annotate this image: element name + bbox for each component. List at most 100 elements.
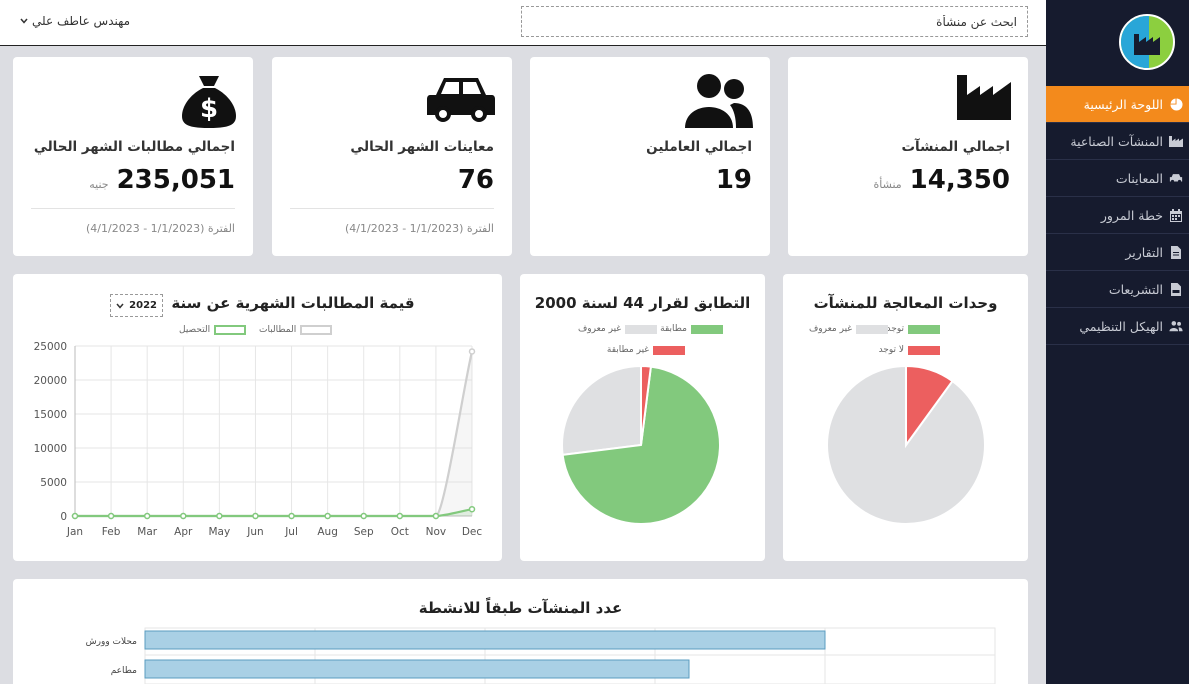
bar[interactable] (144, 659, 690, 679)
legend-item[interactable]: غير مطابقة (607, 345, 685, 355)
pie-slice[interactable] (561, 365, 721, 525)
pie-chart-icon (1169, 97, 1183, 111)
factory-icon (957, 75, 1011, 120)
category-label: محلات وورش (86, 637, 138, 647)
sidebar-item-visit-plan[interactable]: خطة المرور (1046, 197, 1189, 234)
y-tick-label: 0 (60, 511, 67, 523)
data-point[interactable] (360, 512, 367, 520)
car-icon (1169, 171, 1183, 185)
pie-slice[interactable] (561, 364, 642, 457)
series-line (75, 351, 474, 518)
x-tick-label: Dec (462, 526, 483, 538)
year-select[interactable]: 2022 (110, 294, 163, 317)
svg-text:$: $ (200, 94, 218, 124)
chart-title: عدد المنشآت طبقاً للانشطة (418, 599, 623, 617)
data-point[interactable] (396, 512, 404, 520)
sidebar-item-label: اللوحة الرئيسية (1083, 96, 1163, 112)
sidebar-item-org-structure[interactable]: الهيكل التنظيمي (1046, 308, 1189, 345)
chart-title: قيمة المطالبات الشهرية عن سنة (171, 294, 415, 312)
x-tick-label: Nov (426, 526, 447, 538)
stat-label: اجمالي العاملين (646, 139, 752, 155)
stat-value: 76 (457, 165, 494, 195)
legend-item[interactable]: غير معروف (809, 324, 888, 334)
factory-logo-icon (1134, 34, 1160, 55)
x-tick-label: Jun (246, 526, 263, 538)
compliance-chart-card: التطابق لقرار 44 لسنة 2000 مطابقة غير مع… (520, 274, 765, 561)
y-tick-label: 25000 (34, 341, 67, 353)
sidebar-item-label: التقارير (1125, 244, 1163, 260)
legend-item[interactable]: غير معروف (578, 324, 657, 334)
pie-slice[interactable] (905, 364, 954, 449)
category-label: مطاعم (111, 666, 137, 676)
sidebar-nav: اللوحة الرئيسية المنشآت الصناعية المعاين… (1046, 86, 1189, 345)
pie-slice[interactable] (640, 364, 653, 446)
stat-label: اجمالي المنشآت (901, 139, 1010, 155)
sidebar-item-legislation[interactable]: التشريعات (1046, 271, 1189, 308)
data-point[interactable] (252, 512, 259, 520)
sidebar: اللوحة الرئيسية المنشآت الصناعية المعاين… (1046, 0, 1189, 684)
y-tick-label: 15000 (34, 409, 67, 421)
data-point[interactable] (143, 512, 151, 520)
x-tick-label: Feb (102, 526, 121, 538)
stat-card-claims: $ اجمالي مطالبات الشهر الحالي 235,051 جني… (13, 57, 253, 256)
legend-item[interactable]: توجد (887, 324, 940, 334)
x-tick-label: Oct (391, 526, 409, 538)
treatment-units-chart-card: وحدات المعالجة للمنشآت توجد غير معروف لا… (783, 274, 1028, 561)
data-point[interactable] (468, 348, 476, 355)
stat-value: 235,051 (116, 165, 235, 195)
data-point[interactable] (288, 512, 295, 520)
sidebar-item-reports[interactable]: التقارير (1046, 234, 1189, 271)
divider (290, 208, 494, 209)
file-icon (1169, 245, 1183, 259)
legend-item[interactable]: لا توجد (879, 345, 940, 355)
x-tick-label: Aug (317, 526, 338, 538)
data-point[interactable] (468, 505, 476, 513)
user-menu[interactable]: مهندس عاطف علي (20, 14, 130, 28)
sidebar-item-label: خطة المرور (1100, 207, 1163, 223)
stat-label: اجمالي مطالبات الشهر الحالي (33, 139, 235, 155)
y-tick-label: 20000 (34, 375, 67, 387)
sidebar-item-label: المعاينات (1115, 170, 1163, 186)
data-point[interactable] (180, 512, 187, 520)
series-line (75, 508, 473, 518)
data-point[interactable] (107, 512, 115, 520)
data-point[interactable] (324, 512, 331, 520)
data-point[interactable] (216, 512, 223, 520)
activities-chart-card: عدد المنشآت طبقاً للانشطة محلات وورش مطاع… (13, 579, 1028, 684)
calendar-icon (1169, 208, 1183, 222)
x-tick-label: Apr (174, 526, 193, 538)
legend-item[interactable]: المطالبات (259, 325, 333, 335)
x-tick-label: Sep (354, 526, 374, 538)
stat-card-facilities: اجمالي المنشآت 14,350 منشأة (788, 57, 1028, 256)
x-tick-label: May (209, 526, 231, 538)
legend-item[interactable]: مطابقة (660, 324, 723, 334)
stat-value: 14,350 (909, 165, 1010, 195)
chart-title: وحدات المعالجة للمنشآت (813, 294, 998, 312)
treatment-units-pie (826, 364, 986, 525)
chevron-down-icon (20, 18, 28, 24)
divider (31, 208, 235, 209)
data-point[interactable] (71, 512, 79, 520)
sidebar-item-facilities[interactable]: المنشآت الصناعية (1046, 123, 1189, 160)
factory-icon (1169, 134, 1183, 148)
sidebar-item-inspections[interactable]: المعاينات (1046, 160, 1189, 197)
monthly-claims-chart-card: قيمة المطالبات الشهرية عن سنة 2022 المطا… (13, 274, 502, 561)
sidebar-item-dashboard[interactable]: اللوحة الرئيسية (1046, 86, 1189, 123)
users-icon (1169, 319, 1183, 333)
data-point[interactable] (432, 512, 440, 520)
car-icon (427, 78, 495, 122)
stat-period: الفترة (1/1/2023 - 4/1/2023) (86, 222, 235, 235)
sidebar-item-label: التشريعات (1108, 281, 1163, 297)
search-input[interactable] (521, 6, 1028, 37)
sidebar-item-label: المنشآت الصناعية (1070, 133, 1163, 149)
money-bag-icon: $ (182, 76, 236, 128)
pdf-file-icon (1169, 282, 1183, 296)
users-icon (685, 74, 753, 128)
stat-value: 19 (715, 165, 752, 195)
year-select-value: 2022 (129, 300, 157, 311)
legend-item[interactable]: التحصيل (179, 325, 247, 335)
stat-label: معاينات الشهر الحالي (350, 139, 494, 155)
stat-period: الفترة (1/1/2023 - 4/1/2023) (345, 222, 494, 235)
bar[interactable] (144, 630, 826, 650)
stat-card-inspections: معاينات الشهر الحالي 76 الفترة (1/1/2023… (272, 57, 512, 256)
